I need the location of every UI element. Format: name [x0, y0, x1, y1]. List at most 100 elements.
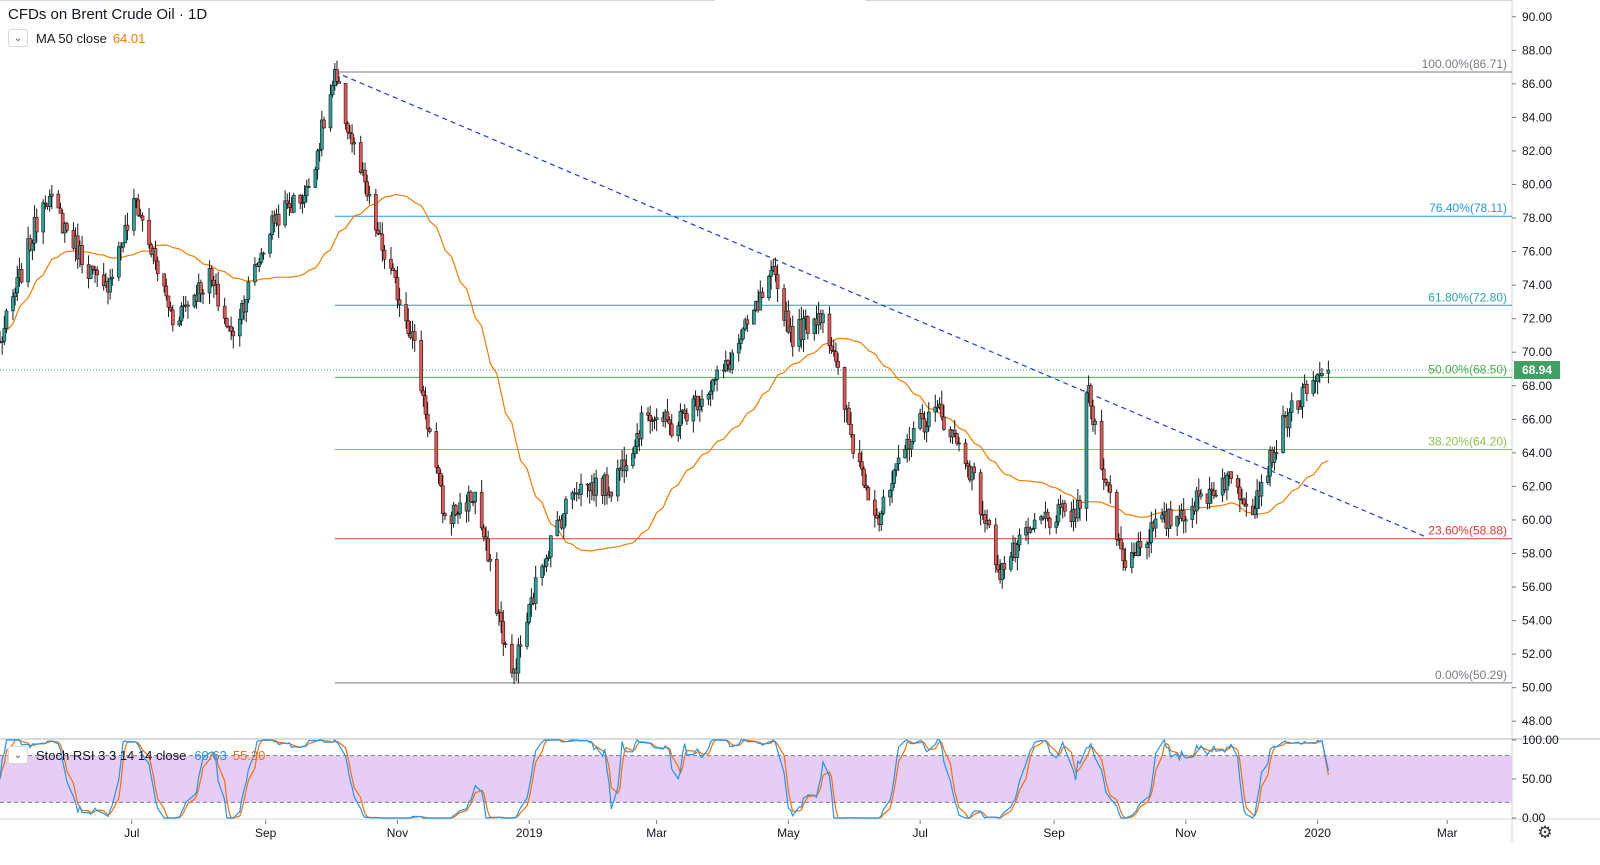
y-tick-label: 62.00: [1522, 479, 1552, 493]
candle-body: [1214, 494, 1218, 497]
candle-body: [1259, 482, 1264, 497]
candle-body: [708, 390, 713, 395]
candle-body: [423, 395, 428, 415]
y-tick-label: 90.00: [1522, 10, 1552, 24]
candle-body: [935, 406, 940, 409]
candle-body: [343, 83, 348, 124]
candle-body: [518, 644, 523, 647]
candle-body: [741, 328, 745, 340]
candle-body: [1114, 492, 1119, 540]
candle-body: [307, 186, 311, 188]
candle-body: [56, 193, 61, 209]
candle-body: [486, 538, 490, 562]
candle-body: [140, 215, 145, 221]
candle-body: [1190, 505, 1195, 520]
candle-body: [782, 288, 786, 321]
candle-body: [1300, 387, 1305, 408]
candle-body: [1244, 503, 1249, 507]
candle-body: [827, 313, 832, 347]
candle-body: [682, 409, 687, 414]
candle-body: [540, 565, 544, 578]
candle-body: [168, 306, 173, 311]
candle-body: [121, 242, 125, 248]
candle-body: [453, 504, 458, 516]
y-tick-label: 64.00: [1522, 446, 1552, 460]
fib-level-label: 38.20%(64.20): [1428, 435, 1507, 449]
last-price-badge-label: 68.94: [1522, 363, 1552, 377]
candle-body: [216, 283, 220, 307]
candle-body: [888, 490, 892, 498]
candle-body: [726, 360, 730, 365]
candle-body: [510, 643, 514, 674]
candle-body: [225, 318, 229, 327]
candle-body: [987, 520, 992, 526]
candle-body: [922, 418, 927, 433]
fib-level-label: 0.00%(50.29): [1435, 668, 1507, 682]
candle-body: [58, 207, 63, 214]
candle-body: [1121, 548, 1125, 562]
candle-body: [758, 291, 763, 311]
candle-body: [1315, 373, 1320, 382]
candle-body: [395, 277, 400, 301]
candle-body: [1298, 406, 1303, 410]
candle-body: [41, 202, 46, 233]
x-tick-label: Sep: [1043, 826, 1065, 840]
candle-body: [367, 194, 372, 197]
y-tick-label: 78.00: [1522, 211, 1552, 225]
y-tick-label: 86.00: [1522, 77, 1552, 91]
candle-body: [842, 367, 847, 410]
candle-body: [829, 345, 834, 351]
candle-body: [291, 194, 296, 213]
candle-body: [1138, 540, 1143, 548]
candle-body: [123, 224, 128, 244]
candle-body: [11, 296, 15, 312]
candle-body: [298, 194, 303, 204]
candle-body: [983, 514, 987, 524]
candle-body: [283, 200, 287, 226]
candle-body: [1078, 500, 1082, 509]
candle-body: [1168, 508, 1173, 527]
candle-body: [903, 449, 907, 459]
candle-body: [1207, 488, 1212, 504]
candle-body: [186, 304, 190, 307]
ma-line: [0, 194, 1329, 552]
y-tick-label: 76.00: [1522, 245, 1552, 259]
candle-body: [2, 328, 7, 342]
candle-body: [1235, 478, 1240, 488]
candle-body: [609, 491, 614, 497]
candle-body: [313, 169, 318, 188]
candle-body: [1093, 420, 1097, 425]
y-tick-label: 48.00: [1522, 714, 1552, 728]
candle-body: [790, 326, 795, 347]
candle-body: [345, 123, 350, 133]
candle-body: [646, 412, 650, 416]
candle-body: [851, 434, 856, 454]
candle-body: [1145, 543, 1149, 548]
candle-body: [1175, 515, 1179, 527]
chevron-down-icon[interactable]: ⌄: [8, 746, 28, 764]
y-tick-label: 80.00: [1522, 178, 1552, 192]
candle-body: [1296, 400, 1300, 410]
candle-body: [147, 219, 151, 246]
candle-body: [91, 265, 95, 270]
gear-icon[interactable]: ⚙: [1537, 823, 1553, 842]
candle-body: [715, 369, 719, 380]
candle-body: [60, 213, 65, 234]
candle-body: [1076, 500, 1080, 519]
chevron-down-icon[interactable]: ⌄: [8, 29, 28, 47]
candle-body: [50, 193, 54, 197]
candle-body: [872, 499, 877, 516]
ma-legend-row: ⌄ MA 50 close 64.01: [8, 29, 207, 47]
candle-body: [723, 360, 728, 371]
y-tick-label: 72.00: [1522, 312, 1552, 326]
y-tick-label: 52.00: [1522, 647, 1552, 661]
candle-body: [1136, 540, 1141, 556]
stoch-y-tick-label: 100.00: [1522, 733, 1559, 747]
candle-body: [13, 292, 17, 297]
candle-body: [767, 275, 771, 299]
candle-body: [972, 466, 976, 474]
candle-body: [1002, 563, 1007, 570]
